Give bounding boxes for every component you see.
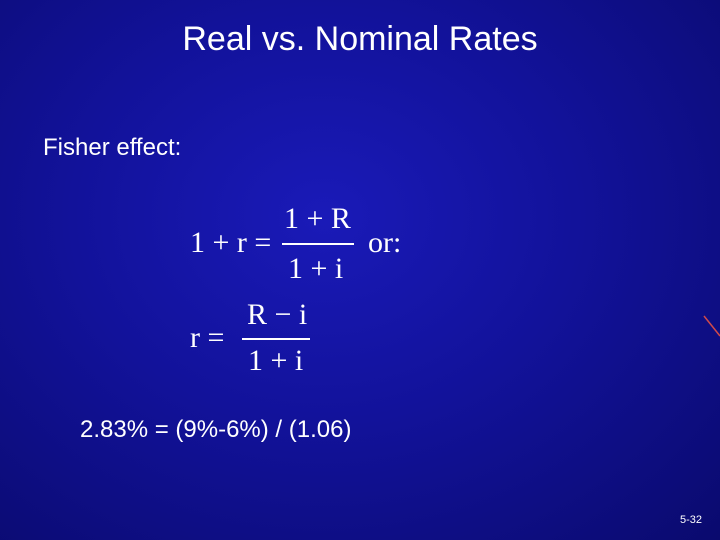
equation-numerator: 1 + R <box>284 202 351 235</box>
subtitle: Fisher effect: <box>43 134 182 161</box>
decoration-line <box>703 315 720 337</box>
example: 2.83% = (9%-6%) / (1.06) <box>80 416 352 443</box>
fraction-bar <box>242 338 310 340</box>
equation-numerator: R − i <box>247 298 308 331</box>
equation-suffix: or: <box>368 226 402 259</box>
equation-lhs: 1 + r = <box>190 226 272 259</box>
equation-denominator: 1 + i <box>288 252 344 285</box>
equation-denominator: 1 + i <box>248 344 304 377</box>
decoration <box>703 315 720 337</box>
fraction-bar <box>282 243 354 245</box>
equation-lhs: r = <box>190 321 225 354</box>
slide-number: 5-32 <box>679 514 702 526</box>
slide-title: Real vs. Nominal Rates <box>182 20 538 58</box>
